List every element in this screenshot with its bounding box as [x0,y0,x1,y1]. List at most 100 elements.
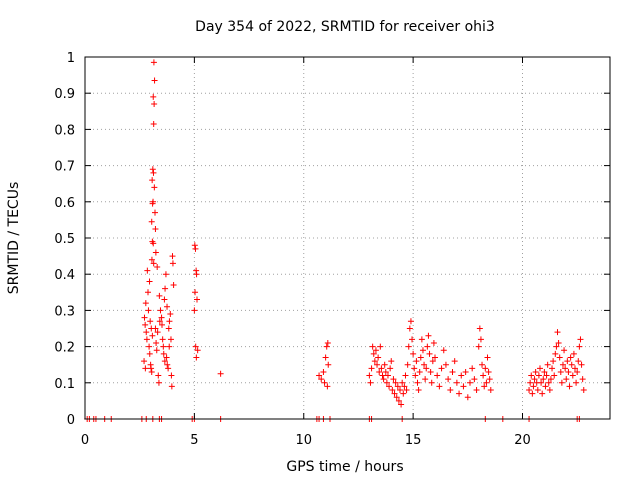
data-point [161,358,168,365]
data-point [191,242,198,249]
data-point [153,347,160,354]
data-point [557,368,564,375]
data-point [485,368,492,375]
data-point [417,354,424,361]
data-point [165,325,172,332]
data-point [169,253,176,260]
data-point [453,379,460,386]
data-point [480,372,487,379]
data-point [370,350,377,357]
data-point [148,256,155,263]
data-point [475,343,482,350]
data-point [374,361,381,368]
data-point [150,120,157,127]
data-point [483,379,490,386]
data-point [541,368,548,375]
data-point [160,343,167,350]
data-point [434,372,441,379]
data-point [405,343,412,350]
data-point [424,343,431,350]
data-point [416,368,423,375]
data-point [150,240,157,247]
data-point [570,350,577,357]
data-point [150,93,157,100]
data-point [425,332,432,339]
data-point [149,177,156,184]
data-point [390,376,397,383]
data-point [157,307,164,314]
data-point [546,387,553,394]
data-point [379,372,386,379]
data-point [404,361,411,368]
data-point [192,343,199,350]
data-point [316,372,323,379]
chart-title: Day 354 of 2022, SRMTID for receiver ohi… [195,19,495,35]
data-point [192,289,199,296]
data-point [402,372,409,379]
data-point [156,292,163,299]
data-point [146,350,153,357]
data-point [476,325,483,332]
data-point [543,372,550,379]
data-point [579,376,586,383]
y-tick-label: 0 [67,413,75,428]
data-point [528,372,535,379]
data-points [84,59,587,422]
data-point [141,314,148,321]
data-point [487,387,494,394]
data-point [471,376,478,383]
x-tick-label: 10 [295,433,312,448]
data-point [479,361,486,368]
data-point [368,365,375,372]
data-point [148,218,155,225]
tick-labels: 0 5 10 15 20 0 0.1 0.2 0.3 0.4 0.5 0.6 0.7 0.8 0.9 1 [54,51,530,448]
data-point [151,101,158,108]
data-point [144,267,151,274]
data-point [149,332,156,339]
data-point [149,200,156,207]
y-tick-label: 0.8 [54,123,75,138]
data-point [150,169,157,176]
data-point [542,383,549,390]
data-point [578,361,585,368]
data-point [427,368,434,375]
data-point [391,390,398,397]
x-tick-label: 20 [514,433,531,448]
x-tick-label: 15 [405,433,422,448]
data-point [563,376,570,383]
data-point [155,372,162,379]
data-point [154,263,161,270]
data-point [165,365,172,372]
data-point [168,383,175,390]
data-point [419,347,426,354]
data-point [151,184,158,191]
x-axis-title: GPS time / hours [286,459,403,475]
data-point [160,350,167,357]
data-point [325,361,332,368]
data-point [148,368,155,375]
data-point [378,365,385,372]
data-point [564,358,571,365]
data-point [567,354,574,361]
plot-frame [84,56,611,420]
data-point [217,370,224,377]
data-point [426,350,433,357]
data-point [576,343,583,350]
data-point [422,376,429,383]
data-point [367,379,374,386]
data-point [394,383,401,390]
data-point [464,394,471,401]
data-point [380,376,387,383]
data-point [164,303,171,310]
data-point [554,329,561,336]
data-point [169,260,176,267]
data-point [529,390,536,397]
data-point [449,368,456,375]
data-point [415,387,422,394]
data-point [577,336,584,343]
data-point [568,361,575,368]
data-point [395,397,402,404]
data-point [386,383,393,390]
data-point [561,347,568,354]
data-point [371,358,378,365]
